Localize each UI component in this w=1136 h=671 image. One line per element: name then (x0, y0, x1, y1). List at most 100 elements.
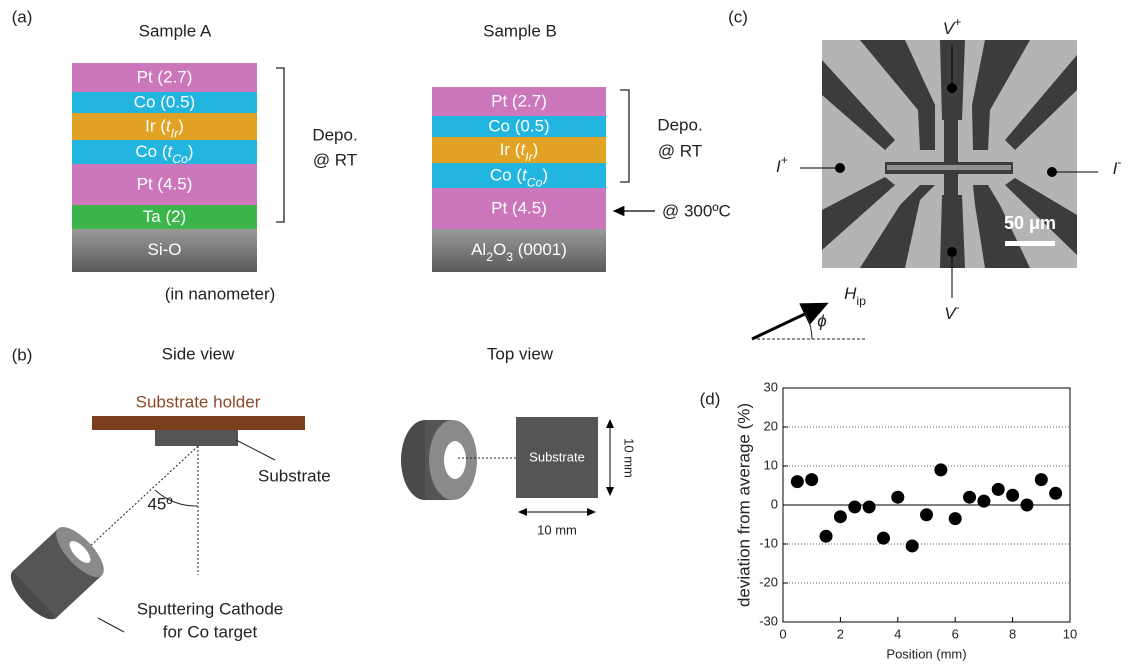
x-axis-label: Position (mm) (886, 646, 966, 661)
field-arrow (752, 304, 826, 339)
point (1035, 473, 1048, 486)
text-part: H (844, 284, 857, 303)
label: Substrate (258, 466, 331, 485)
sample-title: Sample B (483, 21, 557, 40)
layer-label: Pt (2.7) (137, 68, 193, 87)
point (805, 473, 818, 486)
text-part: Co (527, 176, 543, 190)
text-part: ) (533, 140, 539, 159)
text-part: + (781, 153, 788, 167)
layer-label: Co (0.5) (134, 93, 195, 112)
text-part: Co ( (490, 166, 522, 185)
note: @ RT (313, 150, 357, 169)
text-part: Ir ( (145, 117, 166, 136)
view-title: Top view (487, 344, 554, 363)
micrograph (822, 40, 1077, 268)
point (963, 491, 976, 504)
text-part: Si-O (148, 240, 182, 259)
note: @ RT (658, 141, 702, 160)
x-tick-label: 6 (952, 626, 959, 641)
point (863, 500, 876, 513)
y-axis-label: deviation from average (%) (734, 403, 753, 607)
point (820, 530, 833, 543)
terminal-label: V+ (943, 15, 962, 38)
text-part: O (493, 240, 506, 259)
y-tick-label: 0 (771, 496, 778, 511)
sample-title: Sample A (139, 21, 212, 40)
scale-bar (1005, 241, 1055, 246)
scale-label: 50 μm (1004, 213, 1056, 233)
label: 10 mm (537, 522, 577, 537)
panel-label: (d) (700, 389, 721, 408)
point (1049, 487, 1062, 500)
point (992, 483, 1005, 496)
text-part: Al (471, 240, 486, 259)
note: Depo. (312, 125, 357, 144)
x-tick-label: 4 (894, 626, 901, 641)
label: Sputtering Cathode (137, 599, 284, 618)
text-part: ) (542, 166, 548, 185)
field-label: Hip (844, 284, 866, 308)
point (1020, 499, 1033, 512)
text-part: Pt (2.7) (137, 68, 193, 87)
text-part: Co (0.5) (488, 117, 549, 136)
text-part: (0001) (513, 240, 567, 259)
text-part: Pt (2.7) (491, 92, 547, 111)
contact (1047, 167, 1057, 177)
point (791, 475, 804, 488)
leader (98, 618, 124, 632)
point (906, 539, 919, 552)
text-part: Co (0.5) (134, 93, 195, 112)
point (934, 463, 947, 476)
angle-label: ϕ (817, 311, 826, 330)
point (1006, 489, 1019, 502)
point (949, 512, 962, 525)
point (834, 510, 847, 523)
contact (835, 163, 845, 173)
point (977, 495, 990, 508)
point (877, 532, 890, 545)
y-tick-label: 10 (764, 457, 778, 472)
contact (947, 83, 957, 93)
panel-label: (b) (12, 345, 33, 364)
cathode (3, 520, 111, 627)
text-part: - (1117, 155, 1121, 169)
y-tick-label: 30 (764, 379, 778, 394)
text-part: ) (178, 117, 184, 136)
note: @ 300ºC (662, 201, 731, 220)
layer-label: Pt (4.5) (137, 175, 193, 194)
contact (947, 247, 957, 257)
beam-line (88, 446, 198, 548)
note: (in nanometer) (165, 284, 276, 303)
text-part: ip (856, 294, 866, 308)
y-tick-label: -30 (759, 613, 778, 628)
terminal-label: V- (944, 300, 959, 323)
terminal-label: I- (1113, 155, 1122, 178)
text-part: Pt (4.5) (137, 175, 193, 194)
x-tick-label: 8 (1009, 626, 1016, 641)
text-part: ) (188, 142, 194, 161)
y-tick-label: 20 (764, 418, 778, 433)
y-tick-label: -20 (759, 574, 778, 589)
bracket (276, 68, 284, 222)
view-title: Side view (162, 344, 235, 363)
substrate-label: Si-O (148, 240, 182, 259)
figure: (a)(b)(c)(d)Pt (2.7)Co (0.5)Ir (tIr)Co (… (0, 0, 1136, 671)
text-part: Pt (4.5) (491, 199, 547, 218)
text-part: + (954, 15, 961, 29)
label: 10 mm (622, 438, 637, 478)
label: 45º (147, 494, 172, 513)
x-tick-label: 10 (1063, 626, 1077, 641)
x-tick-label: 0 (779, 626, 786, 641)
note: Depo. (657, 115, 702, 134)
layer-label: Ta (2) (143, 207, 186, 226)
text-part: Co ( (135, 142, 167, 161)
bracket (620, 90, 629, 182)
substrate (155, 430, 238, 446)
label: for Co target (163, 622, 258, 641)
substrate-holder (92, 416, 305, 430)
angle-arc (806, 314, 812, 339)
label: Substrate (529, 449, 585, 464)
y-tick-label: -10 (759, 535, 778, 550)
text-part: Ta (2) (143, 207, 186, 226)
